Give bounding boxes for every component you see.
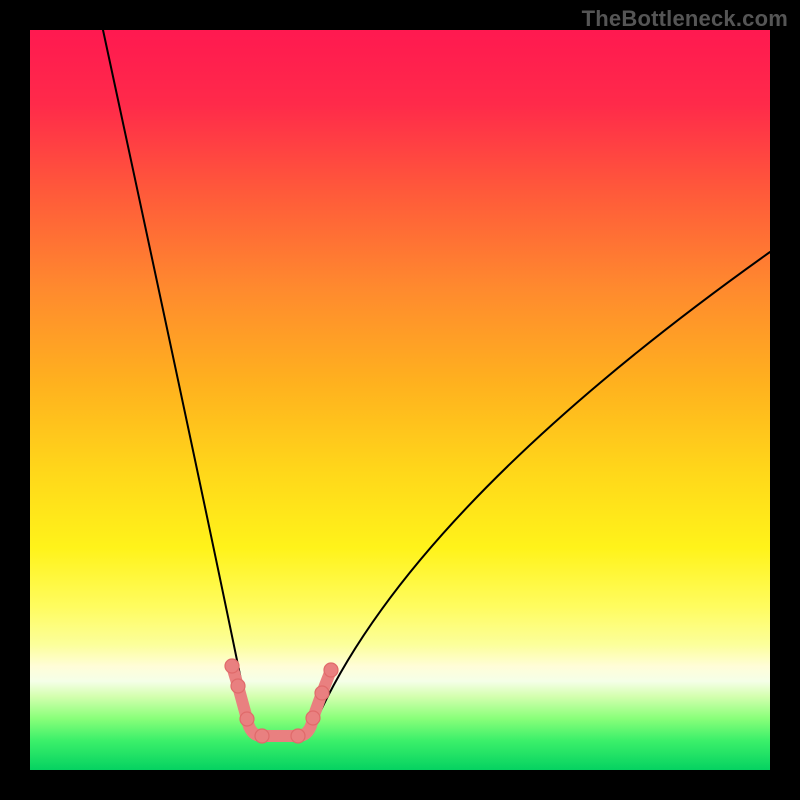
- marker-dot: [255, 729, 269, 743]
- marker-dot: [315, 686, 329, 700]
- watermark-text: TheBottleneck.com: [582, 6, 788, 32]
- marker-dot: [231, 679, 245, 693]
- chart-frame: TheBottleneck.com: [0, 0, 800, 800]
- marker-dot: [324, 663, 338, 677]
- marker-dot: [240, 712, 254, 726]
- plot-background: [30, 30, 770, 770]
- marker-dot: [225, 659, 239, 673]
- marker-dot: [306, 711, 320, 725]
- bottleneck-chart: [0, 0, 800, 800]
- marker-dot: [291, 729, 305, 743]
